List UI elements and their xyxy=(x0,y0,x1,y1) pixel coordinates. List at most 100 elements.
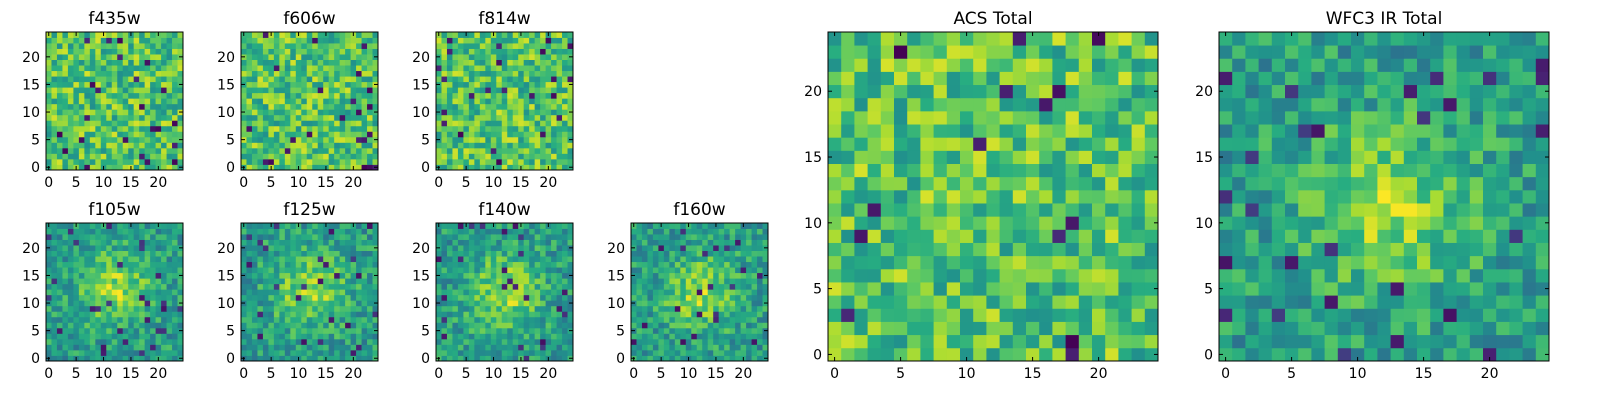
heatmap-cell xyxy=(262,278,269,285)
heatmap-cell xyxy=(669,344,676,351)
heatmap-cell xyxy=(257,147,264,154)
heatmap-cell xyxy=(301,349,308,356)
heatmap-cell xyxy=(718,333,725,340)
heatmap-cell xyxy=(474,256,481,263)
heatmap-cell xyxy=(691,261,698,268)
heatmap-cell xyxy=(73,131,80,138)
heatmap-cell xyxy=(100,344,107,351)
heatmap-cell xyxy=(479,294,486,301)
heatmap-cell xyxy=(84,300,91,307)
heatmap-cell xyxy=(485,311,492,318)
heatmap-cell xyxy=(631,311,637,318)
heatmap-cell xyxy=(246,136,253,143)
heatmap-cell xyxy=(334,70,341,77)
heatmap-cell xyxy=(339,87,346,94)
heatmap-cell xyxy=(273,278,280,285)
heatmap-cell xyxy=(562,131,568,138)
heatmap-cell xyxy=(106,98,113,105)
heatmap-cell xyxy=(312,349,319,356)
heatmap-cell xyxy=(1144,295,1159,309)
heatmap-cell xyxy=(161,109,167,116)
heatmap-cell xyxy=(658,256,665,263)
heatmap-cell xyxy=(534,300,541,307)
x-tick-label: 5 xyxy=(657,366,666,382)
heatmap-cell xyxy=(323,300,330,307)
heatmap-cell xyxy=(279,305,286,312)
heatmap-cell xyxy=(51,114,58,121)
heatmap-cell xyxy=(100,153,107,160)
heatmap-cell xyxy=(89,114,96,121)
heatmap-cell xyxy=(312,158,319,165)
heatmap-cell xyxy=(999,150,1014,164)
heatmap-cell xyxy=(468,142,475,149)
heatmap-cell xyxy=(707,322,714,329)
heatmap-cell xyxy=(841,295,855,309)
heatmap-cell xyxy=(367,289,373,296)
heatmap-cell xyxy=(474,327,481,334)
heatmap-cell xyxy=(540,311,546,318)
heatmap-cell xyxy=(290,114,297,121)
heatmap-cell xyxy=(841,308,855,322)
heatmap-cell xyxy=(986,347,1000,362)
heatmap-cell xyxy=(161,234,167,240)
heatmap-cell xyxy=(545,283,552,290)
y-tick-label: 0 xyxy=(421,160,430,176)
heatmap-cell xyxy=(161,261,167,268)
heatmap-cell xyxy=(452,147,459,154)
heatmap-cell xyxy=(241,43,247,49)
heatmap-cell xyxy=(691,327,698,334)
heatmap-cell xyxy=(441,142,448,149)
heatmap-cell xyxy=(436,76,442,83)
heatmap-cell xyxy=(161,76,167,83)
heatmap-cell xyxy=(534,125,541,132)
heatmap-cell xyxy=(740,322,747,329)
heatmap-cell xyxy=(139,70,146,77)
heatmap-cell xyxy=(67,294,74,301)
heatmap-cell xyxy=(372,59,379,66)
heatmap-cell xyxy=(323,136,330,143)
heatmap-cell xyxy=(647,294,654,301)
heatmap-cell xyxy=(139,344,146,351)
heatmap-cell xyxy=(144,355,151,362)
heatmap-cell xyxy=(446,283,453,290)
heatmap-cell xyxy=(452,300,459,307)
heatmap-cell xyxy=(446,81,453,88)
heatmap-cell xyxy=(674,294,681,301)
heatmap-cell xyxy=(150,261,156,268)
heatmap-cell xyxy=(161,120,167,127)
heatmap-cell xyxy=(457,125,464,132)
heatmap-cell xyxy=(295,338,302,345)
heatmap-cell xyxy=(350,278,357,285)
heatmap-cell xyxy=(529,158,536,165)
heatmap-cell xyxy=(841,203,855,217)
heatmap-cell xyxy=(523,59,530,66)
heatmap-cell xyxy=(757,261,763,268)
heatmap-cell xyxy=(312,76,319,83)
x-tick-label: 15 xyxy=(317,175,335,191)
heatmap-cell xyxy=(479,70,486,77)
heatmap-cell xyxy=(545,344,552,351)
heatmap-cell xyxy=(295,103,302,110)
heatmap-cell xyxy=(518,289,525,296)
heatmap-cell xyxy=(111,103,118,110)
heatmap-cell xyxy=(67,327,74,334)
heatmap-cell xyxy=(468,109,475,116)
heatmap-cell xyxy=(73,344,80,351)
heatmap-cell xyxy=(150,65,156,72)
heatmap-cell xyxy=(78,70,85,77)
heatmap-cell xyxy=(551,136,557,143)
heatmap-cell xyxy=(78,92,85,99)
heatmap-cell xyxy=(751,305,758,312)
heatmap-cell xyxy=(512,76,519,83)
heatmap-cell xyxy=(133,92,140,99)
heatmap-cell xyxy=(674,355,681,362)
heatmap-cell xyxy=(501,70,508,77)
heatmap-cell xyxy=(73,76,80,83)
heatmap-cell xyxy=(361,305,368,312)
heatmap-cell xyxy=(350,147,357,154)
heatmap-cell xyxy=(854,347,868,362)
heatmap-cell xyxy=(268,256,275,263)
heatmap-cell xyxy=(284,344,291,351)
heatmap-cell xyxy=(1092,203,1106,217)
heatmap-cell xyxy=(328,98,335,105)
